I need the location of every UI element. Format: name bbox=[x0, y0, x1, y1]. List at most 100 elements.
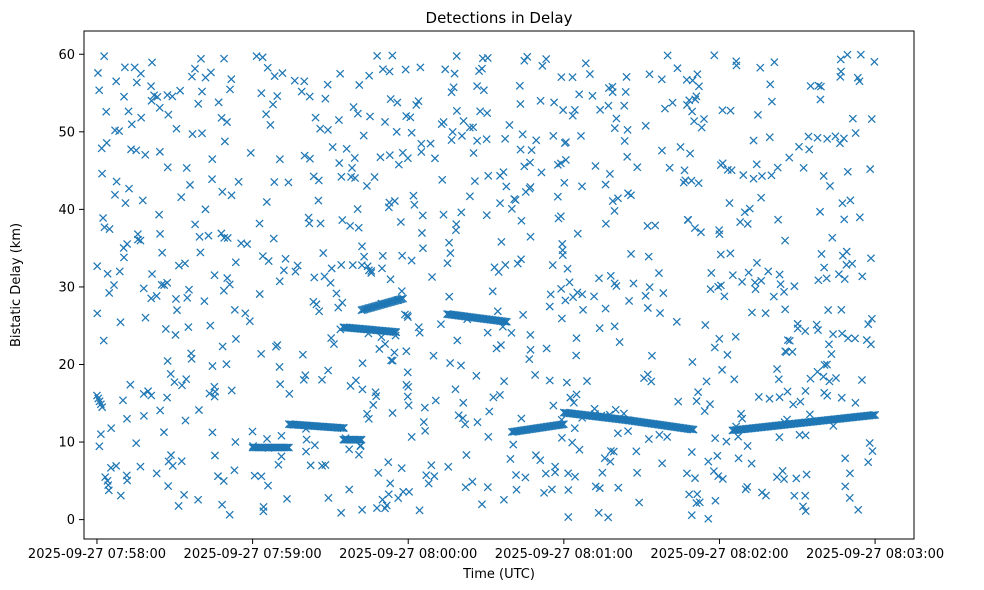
detection-point bbox=[866, 340, 875, 349]
detection-point bbox=[214, 98, 223, 107]
detection-point bbox=[97, 144, 106, 153]
detection-point bbox=[96, 430, 105, 439]
detection-point bbox=[725, 199, 734, 208]
detection-point bbox=[469, 123, 478, 132]
detection-point bbox=[687, 511, 696, 520]
detection-point bbox=[813, 326, 823, 335]
detection-point bbox=[156, 406, 165, 415]
detection-point bbox=[507, 204, 516, 213]
detection-point bbox=[595, 324, 604, 333]
detection-point bbox=[751, 285, 760, 294]
detection-point bbox=[548, 260, 557, 270]
detection-point bbox=[405, 487, 414, 496]
detection-point bbox=[754, 392, 763, 401]
detection-point bbox=[715, 226, 724, 235]
detection-point bbox=[780, 475, 789, 484]
detection-point bbox=[610, 206, 619, 215]
detection-point bbox=[457, 131, 467, 140]
detection-point bbox=[111, 126, 120, 135]
detection-point bbox=[761, 309, 770, 318]
detection-point bbox=[789, 400, 798, 409]
detection-point bbox=[150, 91, 159, 100]
detection-point bbox=[526, 232, 535, 241]
detection-point bbox=[496, 341, 505, 350]
detection-point bbox=[350, 153, 359, 162]
detection-point bbox=[426, 139, 435, 148]
detection-point bbox=[605, 169, 614, 178]
detection-point bbox=[620, 101, 629, 110]
detection-point bbox=[380, 117, 390, 127]
detection-point bbox=[112, 177, 121, 186]
detection-point bbox=[690, 224, 699, 233]
detection-point bbox=[317, 375, 327, 384]
detection-point bbox=[700, 407, 709, 416]
detection-point bbox=[558, 239, 567, 248]
detection-point bbox=[837, 67, 846, 76]
detection-point bbox=[266, 120, 275, 129]
detection-point bbox=[372, 392, 381, 401]
detection-point bbox=[132, 439, 141, 448]
detection-point bbox=[855, 77, 864, 86]
detection-point bbox=[180, 490, 189, 499]
detection-point bbox=[447, 136, 456, 145]
detection-point bbox=[796, 397, 805, 406]
detection-point bbox=[323, 80, 332, 89]
detection-point bbox=[559, 106, 568, 115]
detection-point bbox=[858, 272, 867, 281]
detection-point bbox=[141, 150, 150, 159]
detection-point bbox=[446, 359, 455, 368]
detection-point bbox=[338, 298, 347, 307]
detection-point bbox=[316, 124, 325, 133]
detection-point bbox=[357, 242, 367, 251]
detection-point bbox=[690, 117, 699, 126]
detection-point bbox=[404, 401, 413, 410]
detection-point bbox=[397, 464, 406, 473]
detection-point bbox=[483, 483, 492, 492]
detection-point bbox=[765, 133, 774, 142]
detection-point bbox=[282, 494, 292, 503]
detection-point bbox=[551, 462, 560, 471]
detection-point bbox=[785, 153, 794, 162]
detection-point bbox=[509, 440, 518, 449]
detection-point bbox=[500, 377, 509, 386]
detection-point bbox=[417, 139, 426, 148]
detection-point bbox=[774, 215, 783, 224]
detection-point bbox=[118, 396, 128, 405]
detection-point bbox=[219, 54, 229, 63]
detection-point bbox=[501, 260, 510, 269]
detection-point bbox=[492, 344, 501, 353]
detection-point bbox=[115, 267, 124, 276]
detection-point bbox=[99, 213, 108, 223]
detection-point bbox=[484, 171, 493, 180]
detection-point bbox=[403, 392, 412, 401]
detection-point bbox=[421, 426, 430, 435]
detection-point bbox=[448, 127, 457, 136]
detection-point bbox=[257, 349, 266, 358]
detection-point bbox=[501, 134, 510, 143]
detection-point bbox=[730, 375, 739, 384]
detection-point bbox=[750, 278, 760, 287]
detection-point bbox=[363, 409, 372, 418]
detection-point bbox=[813, 367, 822, 376]
detection-point bbox=[354, 450, 363, 459]
detection-point bbox=[196, 248, 205, 257]
detection-point bbox=[418, 211, 427, 220]
detection-point bbox=[139, 411, 148, 420]
detection-point bbox=[100, 52, 109, 61]
detection-point bbox=[410, 200, 419, 209]
detection-point bbox=[392, 127, 401, 136]
detection-point bbox=[598, 468, 607, 477]
detection-point bbox=[283, 443, 292, 452]
detection-point bbox=[139, 284, 148, 293]
detection-point bbox=[820, 360, 829, 369]
detection-point bbox=[588, 91, 597, 100]
detection-point bbox=[362, 181, 371, 190]
detection-point bbox=[195, 232, 204, 241]
detection-point bbox=[517, 216, 526, 225]
detection-point bbox=[456, 361, 466, 370]
x-axis-label: Time (UTC) bbox=[462, 567, 535, 582]
detection-point bbox=[300, 77, 309, 86]
detection-point bbox=[136, 236, 145, 245]
detection-point bbox=[305, 154, 314, 163]
detection-point bbox=[782, 348, 791, 357]
